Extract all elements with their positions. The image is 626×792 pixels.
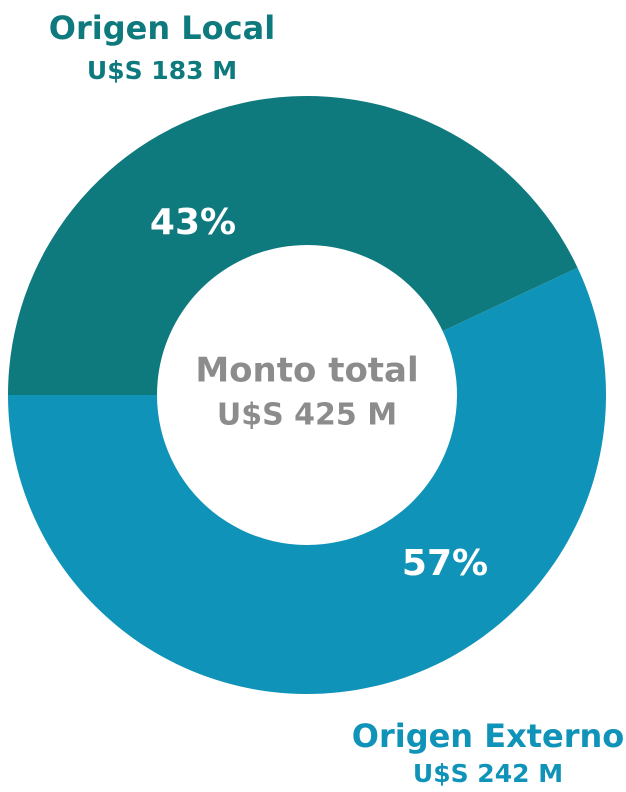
category-label: Origen Externo <box>352 717 625 755</box>
donut-slice <box>8 267 606 694</box>
category-label: Origen Local <box>49 9 275 47</box>
amount-label: U$S 242 M <box>413 759 563 788</box>
center-label: Monto total <box>195 351 418 391</box>
value-label: 43% <box>150 202 236 243</box>
amount-label: U$S 183 M <box>87 56 237 85</box>
center-total: U$S 425 M <box>217 398 397 433</box>
value-label: 57% <box>402 543 488 584</box>
donut-slice <box>8 95 578 395</box>
